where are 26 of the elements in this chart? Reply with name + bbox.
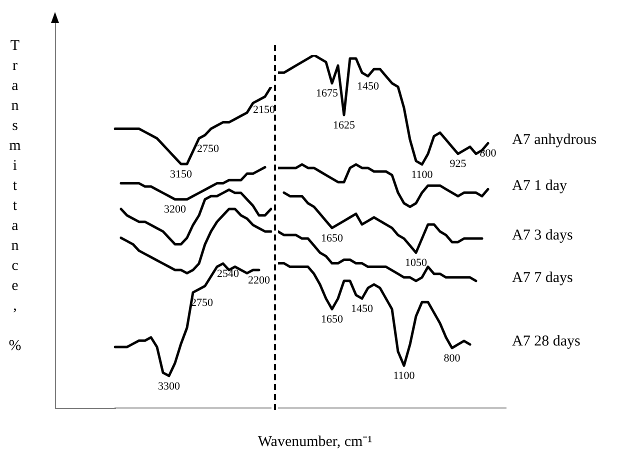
y-axis-title: Transmittance, % bbox=[6, 38, 23, 358]
text: A7 3 days bbox=[512, 227, 573, 244]
series-label: A7 1 day bbox=[512, 178, 568, 194]
annotation: 1100 bbox=[393, 370, 416, 382]
annotation: 1450 bbox=[351, 302, 374, 315]
text: A7 28 days bbox=[512, 333, 580, 350]
annotation: 3200 bbox=[164, 204, 186, 216]
annotation: 1100 bbox=[411, 168, 434, 181]
annotation: 1625 bbox=[333, 119, 356, 132]
annotation: 2150 bbox=[253, 104, 276, 116]
annotation: 2750 bbox=[191, 296, 214, 309]
annotation: 1650 bbox=[321, 314, 344, 326]
annotation: 2200 bbox=[248, 274, 270, 286]
annotation: 2540 bbox=[217, 268, 240, 280]
annotation: 1675 bbox=[316, 88, 338, 100]
annotation: 3150 bbox=[170, 168, 192, 180]
annotation: 925 bbox=[450, 158, 467, 170]
annotation: 1450 bbox=[357, 80, 380, 93]
text: A7 7 days bbox=[512, 270, 573, 286]
annotation: 1650 bbox=[321, 232, 344, 244]
x-axis-title: Wavenumber, cm⁻¹ bbox=[256, 433, 374, 451]
annotation: 1050 bbox=[405, 257, 428, 270]
annotation: 3300 bbox=[158, 380, 180, 392]
annotation: 800 bbox=[444, 352, 461, 364]
series-label: A7 anhydrous bbox=[512, 132, 597, 148]
annotation: 2750 bbox=[197, 142, 220, 155]
